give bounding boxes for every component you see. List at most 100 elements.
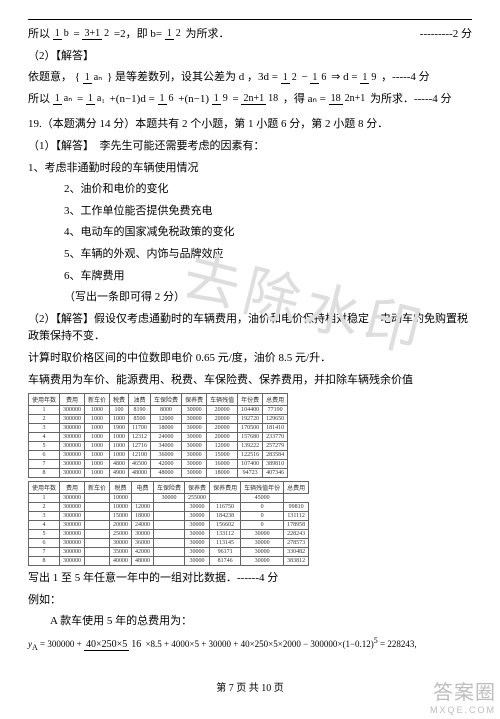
s2: （2）【解答】假设仅考虑通勤时的车辆费用，油价和电价保持相对稳定，电动车的免购置…: [28, 311, 472, 346]
table-cell: [85, 557, 110, 566]
table-header: 油费: [129, 394, 151, 406]
table-cell: 300000: [60, 494, 85, 503]
sec2-title: （2）【解答】: [28, 48, 472, 66]
table-cell: 8190: [129, 406, 151, 415]
frac: 40×250×516: [84, 640, 143, 650]
table-cell: 3: [29, 424, 60, 433]
table-row: 1300000100010081908000300002000010440077…: [29, 406, 288, 415]
table-cell: [85, 539, 110, 548]
eg: 例如：: [28, 592, 472, 610]
s2c: 车辆费用为车价、能源费用、税费、车保险费、保养费用，并扣除车辆残余价值: [28, 372, 472, 390]
table-cell: [154, 530, 185, 539]
table-cell: [154, 512, 185, 521]
txt: 为所求．: [186, 28, 230, 40]
table-cell: 300000: [60, 406, 85, 415]
table-cell: 122516: [238, 451, 263, 460]
txt: ，-----4 分: [381, 71, 430, 83]
s1-1: 1、考虑非通勤时段的车辆使用情况: [28, 160, 472, 178]
frac: 182n+1: [329, 94, 368, 104]
table-cell: 255000: [185, 494, 210, 503]
table-cell: 1000: [85, 442, 110, 451]
table-cell: 18000: [207, 469, 238, 478]
table-cell: 30000: [110, 539, 132, 548]
table-cell: 389810: [263, 460, 288, 469]
table-cell: 25000: [110, 530, 132, 539]
table-cell: 300000: [60, 530, 85, 539]
table-cell: 300000: [60, 548, 85, 557]
table-header: 使用年数: [29, 482, 60, 494]
table-row: 2300000100010008500120003000020000192720…: [29, 415, 288, 424]
txt: 所以: [28, 28, 50, 40]
table-cell: 228243: [284, 530, 309, 539]
table-cell: [85, 494, 110, 503]
table-cell: 12000: [207, 442, 238, 451]
table-cell: 300000: [60, 521, 85, 530]
table-cell: 6: [29, 451, 60, 460]
table-cell: 300000: [60, 503, 85, 512]
table-cell: 77190: [263, 406, 288, 415]
table-cell: [154, 503, 185, 512]
table-cell: 99810: [284, 503, 309, 512]
frac-1-an: 1aₙ: [83, 73, 104, 83]
s1-2b: 3、工作单位能否提供免费充电: [28, 203, 472, 221]
table-cell: 178958: [284, 521, 309, 530]
txt: +(n−1)d =: [110, 93, 155, 105]
table-header: 总费用: [263, 394, 288, 406]
table-cell: 20000: [207, 406, 238, 415]
table-cell: 30000: [185, 530, 210, 539]
table-cell: 24000: [132, 521, 154, 530]
s1-note: （写出一条即可得 2 分）: [28, 289, 472, 307]
table-cell: 35000: [110, 548, 132, 557]
table-cell: 1000: [85, 433, 110, 442]
table-cell: 131112: [284, 512, 309, 521]
table-cell: 18000: [132, 512, 154, 521]
table-cell: 184238: [210, 512, 241, 521]
frac: 19: [212, 94, 230, 104]
txt: =2，即 b=: [114, 28, 162, 40]
table-cell: 4: [29, 521, 60, 530]
cost-table-2: 使用年数费用新车价税费电费车保险费保养费保养费用车辆残值年份总费用1300000…: [28, 481, 309, 566]
frac-1b: 1b: [53, 29, 71, 39]
table-header: 税费: [110, 394, 129, 406]
table-cell: 6: [29, 539, 60, 548]
frac-3p1-2: 3+12: [82, 29, 111, 39]
txt: 为所求．-----4 分: [370, 93, 452, 105]
table-row: 5300000100010001271634000300001200013922…: [29, 442, 288, 451]
table-cell: 300000: [60, 539, 85, 548]
table-cell: 24000: [151, 433, 182, 442]
table-cell: 16000: [207, 460, 238, 469]
table-cell: 104400: [238, 406, 263, 415]
table-cell: 1000: [85, 415, 110, 424]
table-cell: [85, 503, 110, 512]
frac: 1a₁: [86, 94, 107, 104]
table-cell: 300000: [60, 557, 85, 566]
final-formula: yA = 300000 + 40×250×516 ×8.5 + 4000×5 +…: [28, 635, 472, 655]
table-cell: 300000: [60, 460, 85, 469]
table-cell: 48000: [151, 469, 182, 478]
table-row: 4300000100010001231224000300002000015768…: [29, 433, 288, 442]
table-cell: 30000: [185, 512, 210, 521]
eg2: A 款车使用 5 年的总费用为：: [28, 613, 472, 631]
table-cell: 170500: [238, 424, 263, 433]
exp: 5: [374, 636, 378, 645]
table-cell: 1000: [110, 451, 129, 460]
s1: （1）【解答】 李先生可能还需要考虑的因素有：: [28, 138, 472, 156]
table-cell: 1000: [110, 442, 129, 451]
table-cell: 129650: [263, 415, 288, 424]
table-cell: 30000: [185, 539, 210, 548]
table-cell: 20000: [207, 424, 238, 433]
table-cell: 10000: [110, 494, 132, 503]
table-cell: 30000: [182, 469, 207, 478]
txt: ×8.5 + 4000×5 + 30000 + 40×250×5×2000 − …: [145, 639, 373, 649]
table-cell: 96171: [210, 548, 241, 557]
table-cell: 40000: [110, 557, 132, 566]
table-cell: [85, 530, 110, 539]
table-header: 使用年数: [29, 394, 60, 406]
table-cell: 383812: [284, 557, 309, 566]
table-cell: 330482: [284, 548, 309, 557]
table-cell: 12716: [129, 442, 151, 451]
table-cell: 192720: [238, 415, 263, 424]
table-cell: 20000: [207, 433, 238, 442]
txt: ，得 aₙ =: [283, 93, 326, 105]
table-cell: 0: [241, 512, 284, 521]
